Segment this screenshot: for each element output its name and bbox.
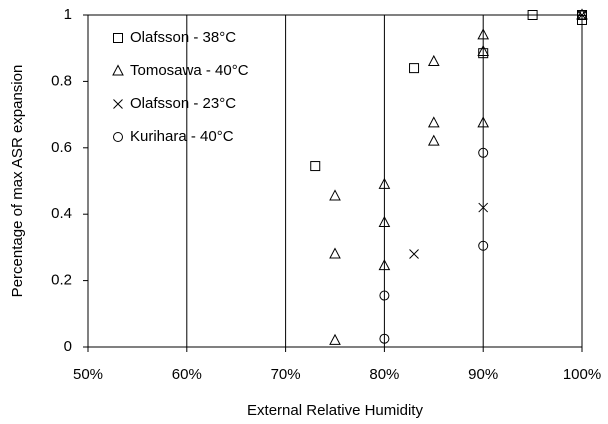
legend-marker bbox=[113, 132, 123, 142]
y-tick-label: 1 bbox=[64, 6, 72, 23]
marker-cross bbox=[409, 249, 419, 259]
marker-triangle bbox=[477, 44, 490, 57]
x-tick-label: 80% bbox=[369, 366, 399, 383]
marker-triangle bbox=[427, 54, 440, 66]
y-axis-label: Percentage of max ASR expansion bbox=[9, 65, 26, 298]
marker-circle bbox=[478, 240, 489, 251]
x-tick-label: 50% bbox=[73, 366, 103, 383]
x-tick-label: 90% bbox=[468, 366, 498, 383]
marker-cross bbox=[478, 202, 489, 213]
marker-triangle bbox=[477, 28, 490, 40]
marker-circle bbox=[577, 10, 587, 20]
y-tick-label: 0.6 bbox=[51, 139, 72, 156]
legend-marker bbox=[112, 64, 124, 76]
marker-circle bbox=[379, 290, 390, 301]
x-tick-label: 100% bbox=[563, 366, 601, 383]
marker-triangle bbox=[427, 116, 440, 128]
marker-square bbox=[527, 10, 538, 20]
marker-square bbox=[478, 48, 489, 59]
y-tick-label: 0 bbox=[64, 338, 72, 355]
y-tick-label: 0.8 bbox=[51, 72, 72, 89]
legend-label: Kurihara - 40°C bbox=[130, 128, 234, 145]
marker-square bbox=[310, 161, 321, 172]
marker-triangle bbox=[378, 259, 391, 271]
x-tick-label: 60% bbox=[172, 366, 202, 383]
marker-triangle bbox=[329, 189, 341, 201]
marker-circle bbox=[379, 333, 390, 344]
x-axis-label: External Relative Humidity bbox=[247, 402, 423, 419]
y-tick-label: 0.4 bbox=[51, 205, 72, 222]
marker-triangle bbox=[329, 247, 341, 259]
marker-triangle bbox=[378, 177, 391, 189]
marker-triangle bbox=[329, 333, 341, 345]
marker-triangle bbox=[378, 215, 391, 227]
marker-triangle bbox=[477, 116, 490, 128]
marker-square bbox=[409, 63, 420, 74]
y-tick-label: 0.2 bbox=[51, 272, 72, 289]
marker-triangle bbox=[427, 134, 440, 146]
x-tick-label: 70% bbox=[271, 366, 301, 383]
legend-marker bbox=[113, 99, 123, 109]
marker-circle bbox=[478, 147, 489, 158]
legend-label: Tomosawa - 40°C bbox=[130, 62, 249, 79]
plot-frame bbox=[87, 14, 583, 348]
legend-label: Olafsson - 38°C bbox=[130, 29, 236, 46]
legend-marker bbox=[113, 33, 123, 43]
legend-label: Olafsson - 23°C bbox=[130, 95, 236, 112]
